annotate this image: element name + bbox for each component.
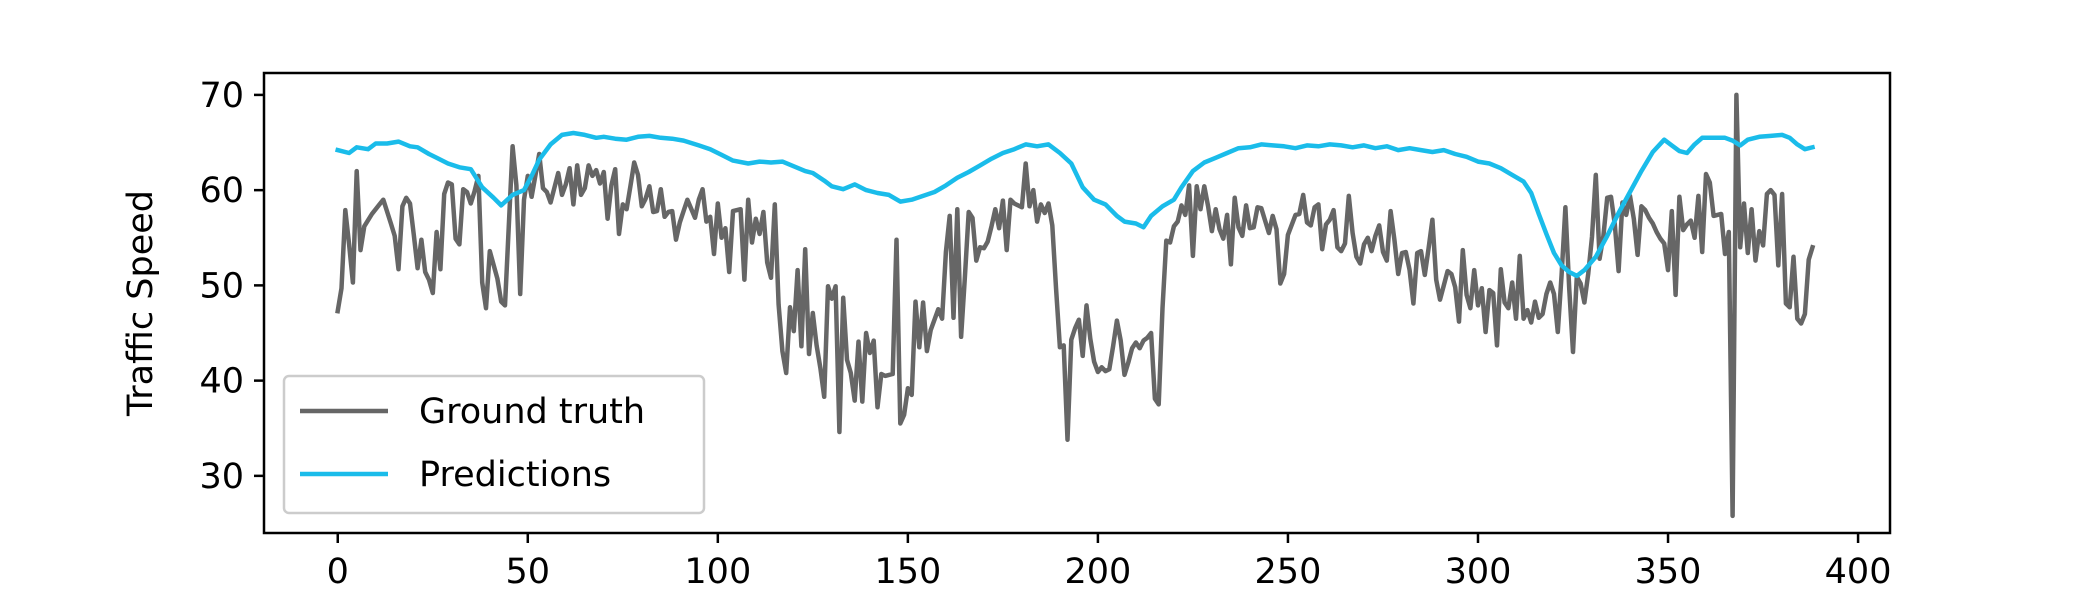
x-tick-label: 100 — [684, 552, 751, 592]
y-axis-label: Traffic Speed — [121, 190, 161, 417]
series-layer — [334, 92, 1816, 519]
x-tick-label: 50 — [506, 552, 551, 592]
y-tick-label: 40 — [199, 362, 244, 402]
legend-label-ground-truth: Ground truth — [419, 392, 645, 432]
x-tick-label: 350 — [1635, 552, 1702, 592]
y-tick-label: 30 — [199, 457, 244, 497]
series-line-ground-truth — [335, 92, 1816, 519]
x-tick-label: 250 — [1255, 552, 1322, 592]
x-tick-label: 400 — [1825, 552, 1892, 592]
legend-label-predictions: Predictions — [419, 455, 611, 495]
legend-box — [282, 374, 706, 515]
axes-layer: 0 50 100 150 200 250 300 350 400 30 40 50 60 70 — [199, 76, 1891, 592]
x-tick-label: 300 — [1445, 552, 1512, 592]
y-tick-label: 50 — [199, 266, 244, 306]
x-tick-label: 0 — [327, 552, 349, 592]
series-line-predictions — [334, 130, 1816, 279]
y-tick-label: 60 — [199, 171, 244, 211]
x-tick-label: 200 — [1064, 552, 1131, 592]
y-tick-label: 70 — [199, 76, 244, 116]
legend: Ground truth Predictions — [282, 374, 706, 515]
x-tick-label: 150 — [874, 552, 941, 592]
plot-frame — [262, 71, 1892, 535]
